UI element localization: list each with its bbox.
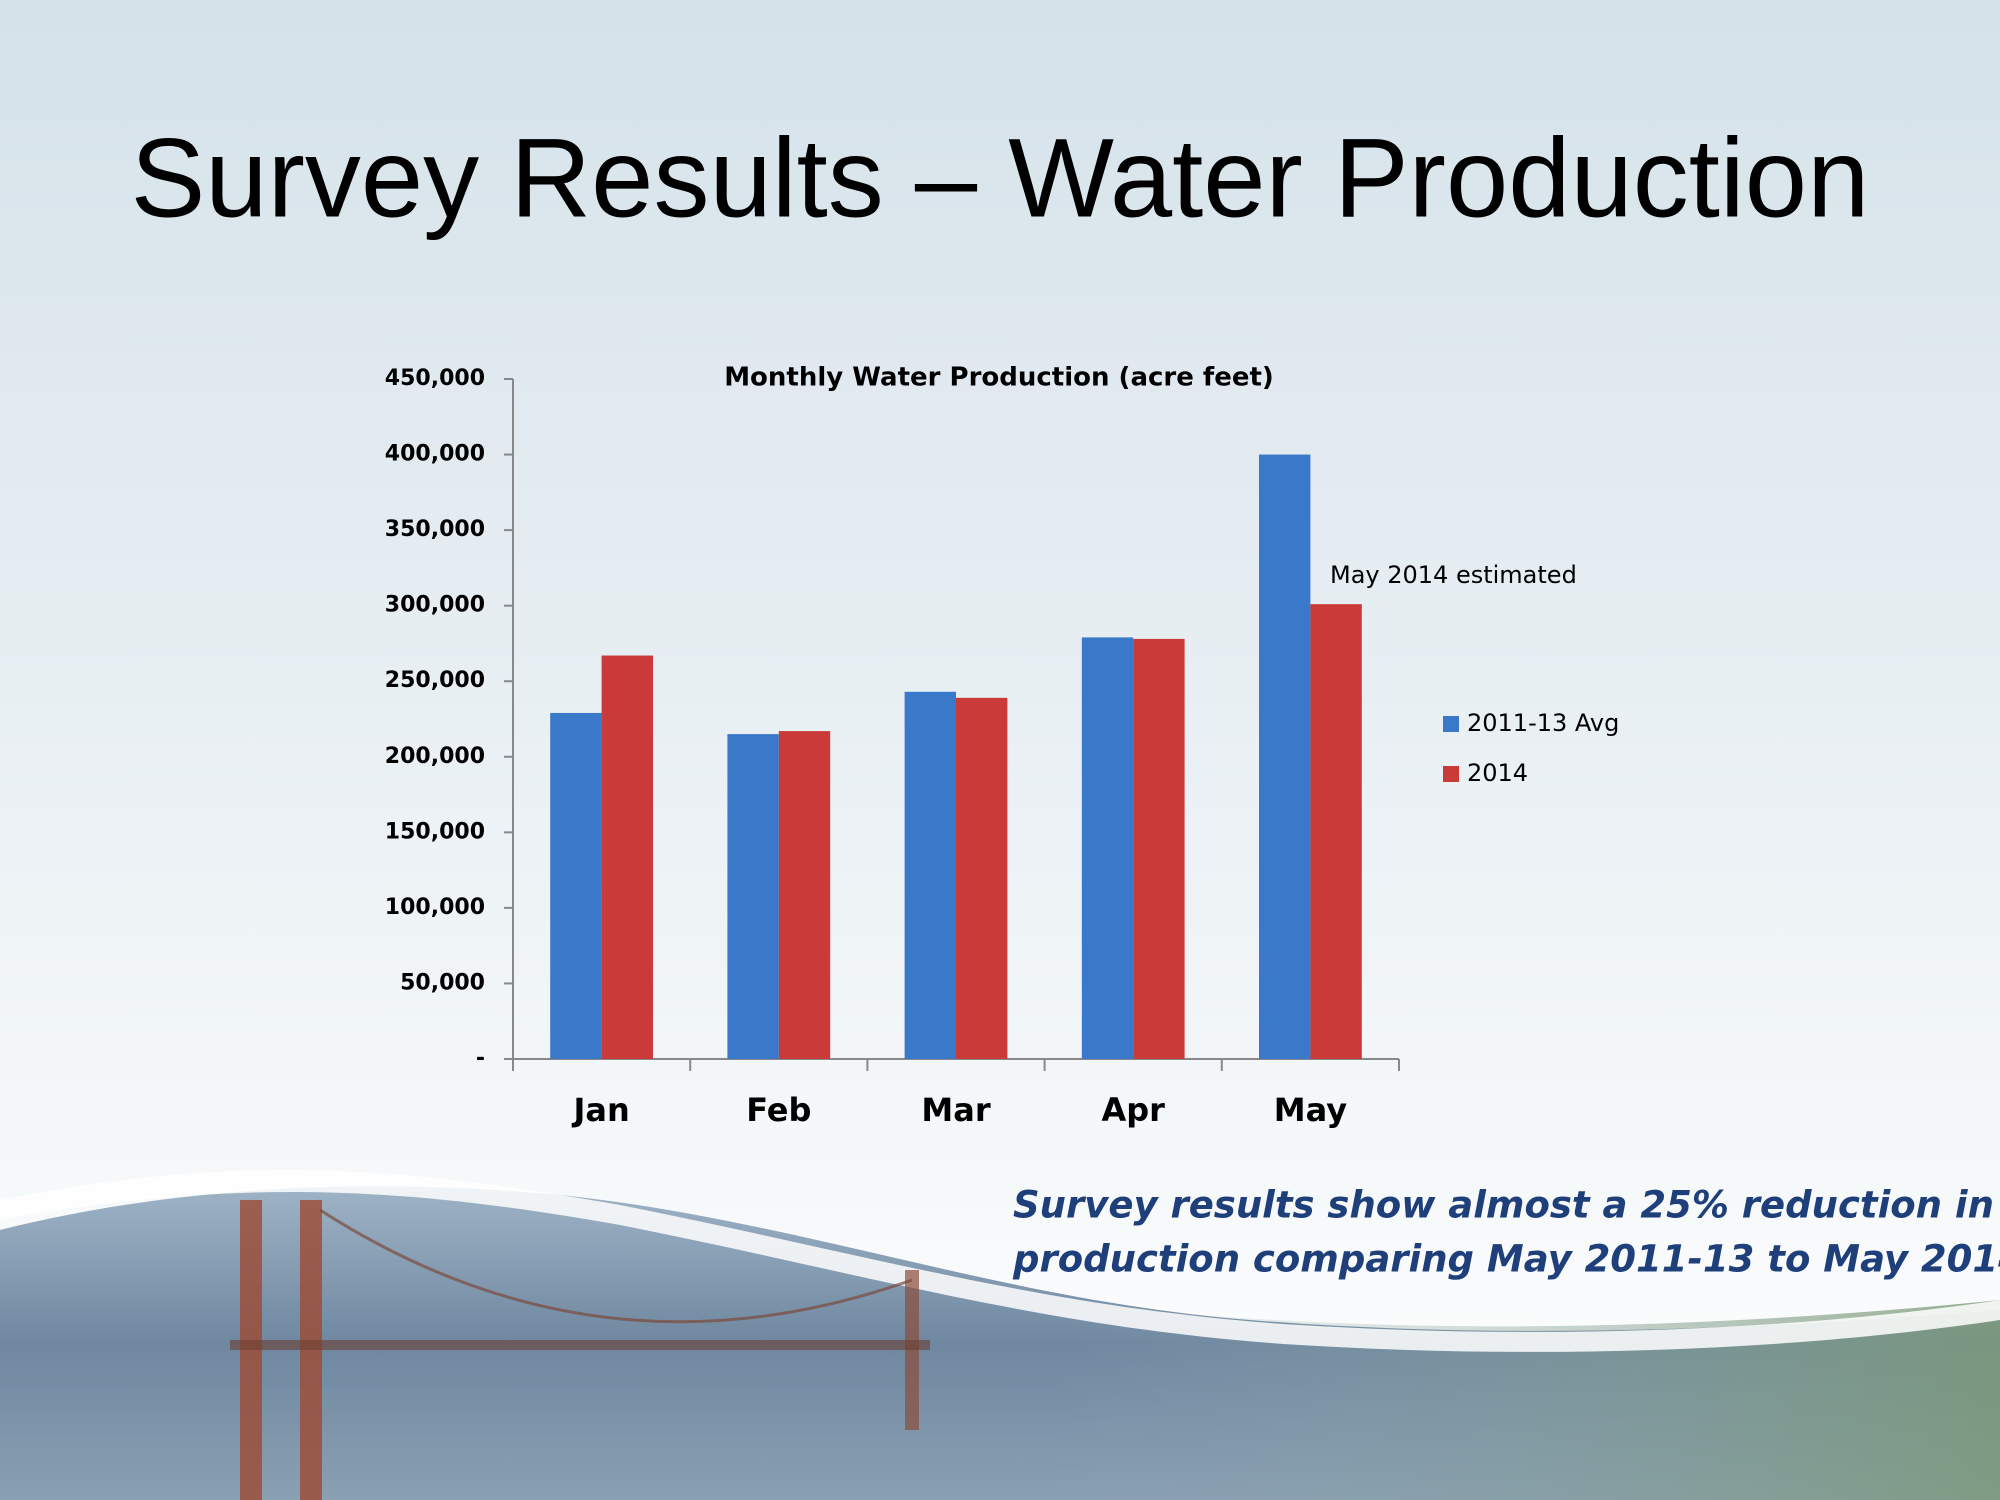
caption-line: Survey results show almost a 25% reducti… [1013, 1184, 2000, 1227]
bar [1133, 638, 1185, 1059]
bar [778, 731, 831, 1059]
legend-swatch [1443, 716, 1459, 732]
y-tick-label: 300,000 [385, 593, 485, 618]
x-tick-label: May [1274, 1091, 1347, 1129]
y-tick-label: 50,000 [400, 970, 485, 995]
bar [956, 697, 1008, 1059]
bar [550, 712, 602, 1059]
bar [1310, 604, 1362, 1059]
y-tick-label: 400,000 [385, 442, 485, 467]
slide-title: Survey Results – Water Production [131, 116, 1870, 241]
chart-title: Monthly Water Production (acre feet) [724, 363, 1274, 393]
bar [601, 655, 653, 1059]
annotation: May 2014 estimated [1330, 561, 1577, 589]
bridge-deck [230, 1340, 930, 1350]
bar [727, 734, 779, 1059]
y-tick-label: 150,000 [385, 819, 485, 844]
y-tick-label: - [476, 1046, 485, 1071]
bar [904, 691, 956, 1059]
y-tick-label: 200,000 [385, 744, 485, 769]
y-tick-label: 250,000 [385, 668, 485, 693]
bridge-cable [319, 1208, 913, 1324]
x-tick-label: Mar [921, 1091, 990, 1129]
y-tick-label: 350,000 [385, 517, 485, 542]
y-tick-label: 100,000 [385, 895, 485, 920]
legend-label: 2011-13 Avg [1467, 709, 1619, 737]
bar [1081, 637, 1134, 1059]
marsh [1050, 1300, 2000, 1500]
legend-swatch [1443, 766, 1459, 782]
x-tick-label: Jan [571, 1091, 629, 1129]
legend-label: 2014 [1467, 759, 1528, 787]
x-tick-label: Apr [1101, 1091, 1165, 1129]
y-tick-label: 450,000 [385, 366, 485, 391]
wave [0, 1169, 2000, 1352]
x-tick-label: Feb [746, 1091, 811, 1129]
chart: Monthly Water Production (acre feet) May… [385, 363, 1620, 1130]
caption-line: production comparing May 2011-13 to May … [1012, 1238, 2000, 1281]
bar [1259, 454, 1311, 1059]
